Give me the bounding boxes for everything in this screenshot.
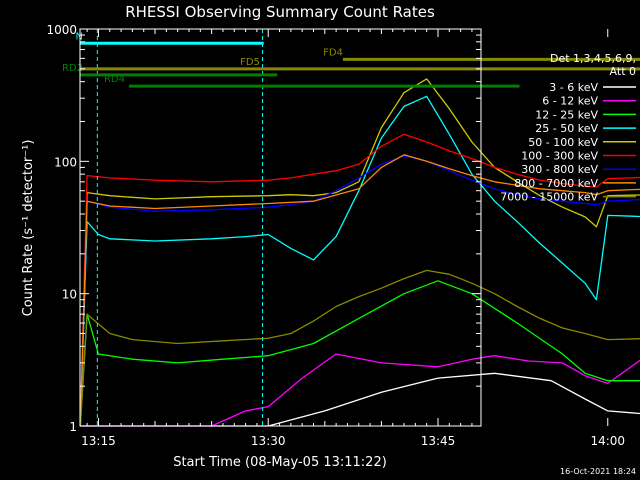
x-tick-label-2: 13:45 bbox=[421, 434, 456, 448]
annotation-label-4: FD5 bbox=[240, 57, 260, 68]
plot-frame bbox=[79, 28, 482, 427]
series-line-7 bbox=[79, 154, 640, 427]
series-line-5 bbox=[79, 133, 640, 427]
legend-entry-label-1: 6 - 12 keV bbox=[542, 95, 598, 108]
series-line-1 bbox=[80, 353, 640, 427]
y-axis-label: Count Rate (s⁻¹ detector⁻¹) bbox=[21, 140, 36, 317]
legend-header-1: Att 0 bbox=[610, 65, 636, 78]
x-tick-label-0: 13:15 bbox=[81, 434, 116, 448]
series-line-4 bbox=[79, 78, 640, 427]
legend-entry-label-3: 25 - 50 keV bbox=[535, 122, 598, 135]
legend-entry-label-2: 12 - 25 keV bbox=[535, 108, 598, 121]
y-tick-label-1: 10 bbox=[62, 288, 77, 302]
x-axis-label: Start Time (08-May-05 13:11:22) bbox=[173, 455, 387, 470]
axis-layer: 13:1513:3013:4514:0014:1514:3014:4511010… bbox=[46, 23, 625, 448]
legend-entry-label-0: 3 - 6 keV bbox=[549, 81, 598, 94]
legend-entry-label-6: 300 - 800 keV bbox=[521, 163, 598, 176]
y-tick-label-3: 1000 bbox=[46, 23, 77, 37]
annotation-label-0: N bbox=[76, 31, 83, 42]
footer-timestamp: 16-Oct-2021 18:24 bbox=[560, 467, 636, 476]
annotation-label-5: RD2 bbox=[62, 63, 83, 74]
chart-title: RHESSI Observing Summary Count Rates bbox=[125, 3, 435, 21]
annotation-label-7: RD4 bbox=[104, 74, 125, 85]
legend-header-0: Det 1,3,4,5,6,9, bbox=[550, 52, 636, 65]
series-line-8 bbox=[79, 269, 640, 427]
series-line-0 bbox=[80, 372, 640, 427]
x-tick-label-3: 14:00 bbox=[590, 434, 625, 448]
y-tick-label-2: 100 bbox=[54, 155, 77, 169]
legend-entry-label-5: 100 - 300 keV bbox=[521, 150, 598, 163]
legend-entry-label-4: 50 - 100 keV bbox=[528, 136, 598, 149]
legend-entry-label-8: 7000 - 15000 keV bbox=[500, 191, 598, 204]
annotation-layer: NFFD4FD5RD2RD4 bbox=[62, 29, 640, 426]
legend-entry-label-7: 800 - 7000 keV bbox=[514, 177, 598, 190]
x-tick-label-1: 13:30 bbox=[251, 434, 286, 448]
series-line-2 bbox=[79, 280, 640, 427]
series-layer bbox=[79, 78, 640, 427]
y-tick-label-0: 1 bbox=[69, 420, 77, 434]
annotation-label-3: FD4 bbox=[323, 47, 343, 58]
series-line-3 bbox=[79, 95, 640, 427]
